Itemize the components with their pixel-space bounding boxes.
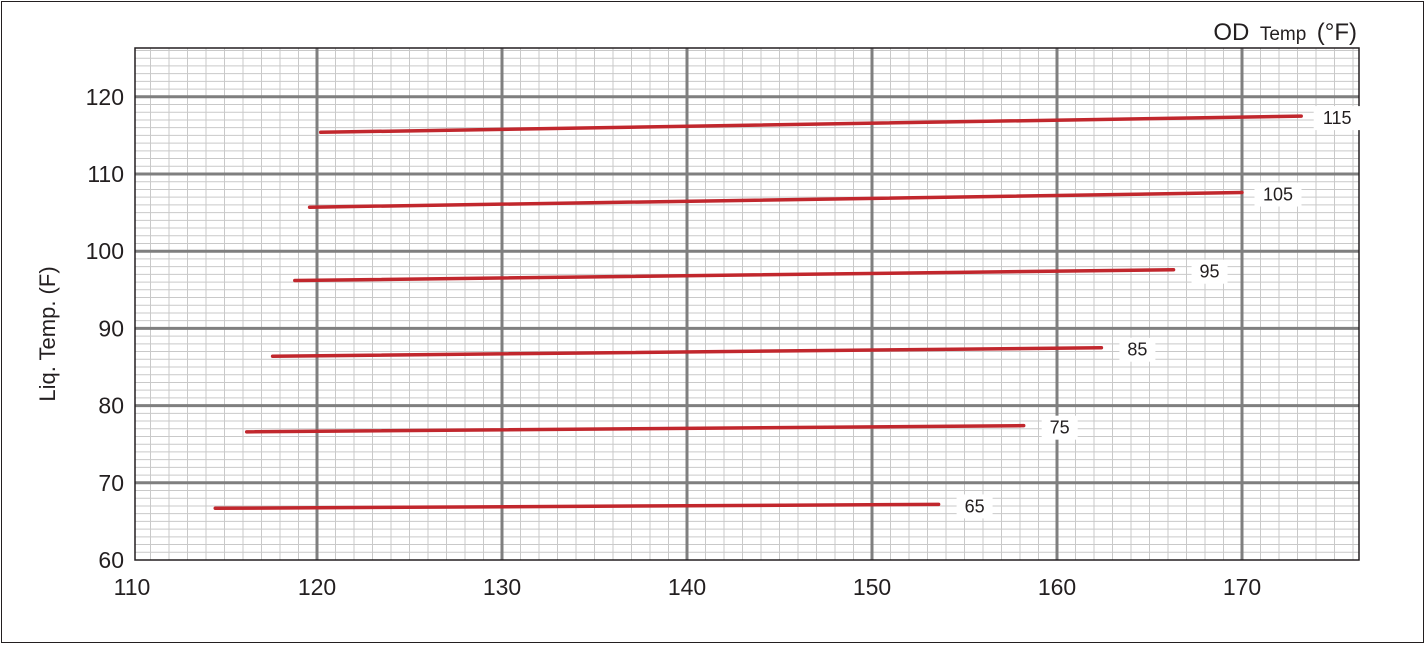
series-label-bg xyxy=(1254,182,1302,207)
x-tick-label: 140 xyxy=(668,574,706,600)
series-labels: 115 105 95 85 75 65 xyxy=(956,106,1361,519)
major-grid xyxy=(135,48,1359,560)
series-label-105: 105 xyxy=(1263,185,1293,205)
x-tick-label: 110 xyxy=(114,574,151,600)
y-tick-label: 60 xyxy=(98,547,124,573)
x-tick-label: 120 xyxy=(298,574,336,600)
series-label-bg xyxy=(1041,415,1078,440)
x-tick-label: 160 xyxy=(1038,574,1076,600)
series-label-bg xyxy=(956,494,993,519)
series-label-115: 115 xyxy=(1323,108,1352,128)
series-label-bg xyxy=(1191,259,1228,284)
x-tick-label: 150 xyxy=(853,574,891,600)
y-tick-label: 90 xyxy=(98,315,124,341)
y-tick-label: 120 xyxy=(86,84,124,110)
y-axis-title: Liq. Temp. (F) xyxy=(35,266,60,401)
x-tick-label: 130 xyxy=(483,574,521,600)
series-label-75: 75 xyxy=(1050,418,1070,438)
x-axis-title: OD Temp (°F) xyxy=(1213,19,1357,46)
plot-border xyxy=(134,47,1360,561)
series-label-95: 95 xyxy=(1200,262,1220,282)
y-tick-label: 110 xyxy=(87,161,124,187)
series-label-65: 65 xyxy=(965,496,985,516)
x-tick-label: 170 xyxy=(1223,574,1261,600)
series-line-115 xyxy=(318,114,1303,135)
y-tick-labels: 60 70 80 90 100 110 120 xyxy=(86,84,124,573)
x-axis-title-unit: (°F) xyxy=(1317,19,1357,46)
series-label-85: 85 xyxy=(1127,340,1147,360)
series-line-75 xyxy=(244,423,1026,434)
series-line-105 xyxy=(307,190,1244,209)
series-line-85 xyxy=(270,345,1104,358)
y-tick-label: 70 xyxy=(98,470,124,496)
x-axis-title-sub: Temp xyxy=(1260,24,1306,45)
series-lines xyxy=(213,114,1303,511)
series-line-95 xyxy=(293,267,1176,283)
series-line-65 xyxy=(213,502,941,511)
y-tick-label: 80 xyxy=(98,393,124,419)
series-label-bg xyxy=(1313,106,1361,131)
x-tick-labels: 110 120 130 140 150 160 170 xyxy=(114,574,1262,600)
y-tick-label: 100 xyxy=(86,238,124,264)
x-axis-title-main: OD xyxy=(1213,19,1249,46)
series-label-bg xyxy=(1119,337,1156,362)
